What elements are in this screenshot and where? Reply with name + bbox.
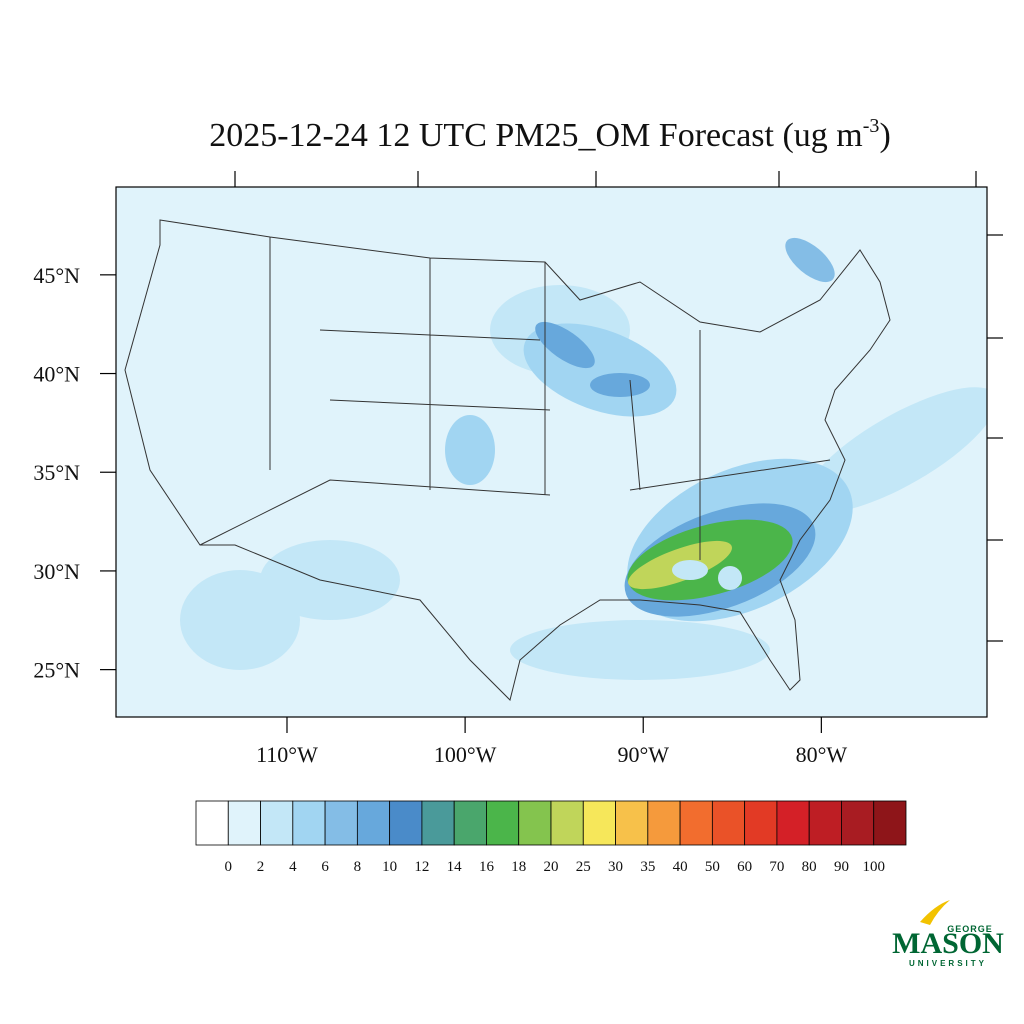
colorbar-label: 10	[382, 859, 397, 875]
colorbar: 0 2 4 6 8 10 12 14 16 18 20 25 30 35 40 50 60 70 80 90 100	[195, 800, 907, 875]
color-swatch	[195, 800, 229, 846]
color-swatch	[647, 800, 681, 846]
title: 2025-12-24 12 UTC PM25_OM Forecast (ug m…	[209, 115, 891, 154]
color-swatch	[679, 800, 713, 846]
color-swatch	[389, 800, 423, 846]
logo-top: GEORGE	[947, 924, 993, 934]
colorbar-label: 35	[640, 859, 655, 875]
colorbar-label: 90	[834, 859, 849, 875]
title-main: 2025-12-24 12 UTC PM25_OM Forecast (ug m	[209, 117, 863, 154]
color-swatch	[615, 800, 649, 846]
colorbar-label: 60	[737, 859, 752, 875]
color-swatch	[744, 800, 778, 846]
color-swatch	[292, 800, 326, 846]
y-tick-label: 30°N	[33, 559, 80, 584]
logo-swoosh	[920, 900, 950, 925]
x-tick-label: 100°W	[434, 742, 497, 767]
colorbar-label: 40	[673, 859, 688, 875]
colorbar-label: 2	[257, 859, 265, 875]
frame-ticks	[234, 171, 1003, 642]
color-swatch	[841, 800, 875, 846]
colorbar-label: 25	[576, 859, 591, 875]
color-swatch	[873, 800, 907, 846]
logo-bottom: UNIVERSITY	[909, 959, 987, 968]
map-area	[115, 171, 1003, 718]
color-swatch	[324, 800, 358, 846]
colorbar-label: 50	[705, 859, 720, 875]
color-swatch	[356, 800, 391, 846]
x-tick-label: 110°W	[256, 742, 318, 767]
color-swatch	[486, 800, 520, 846]
y-tick-label: 35°N	[33, 460, 80, 485]
x-tick-label: 90°W	[617, 742, 669, 767]
color-swatch	[808, 800, 842, 846]
colorbar-label: 80	[802, 859, 817, 875]
color-swatch	[518, 800, 552, 846]
y-tick-label: 45°N	[33, 263, 80, 288]
color-swatch	[582, 800, 616, 846]
title-superscript: -3	[863, 115, 880, 137]
colorbar-label: 30	[608, 859, 623, 875]
colorbar-label: 14	[447, 859, 463, 875]
y-tick-label: 25°N	[33, 658, 80, 683]
coastlines-borders	[124, 219, 891, 701]
color-swatch	[776, 800, 810, 846]
logo: GEORGE MASON UNIVERSITY	[892, 900, 1004, 968]
colorbar-label: 20	[544, 859, 559, 875]
y-tick-label: 40°N	[33, 362, 80, 387]
colorbar-label: 8	[354, 859, 362, 875]
colorbar-label: 100	[862, 859, 885, 875]
color-swatch	[421, 800, 455, 846]
axis-ticks: 45°N 40°N 35°N 30°N 25°N 110°W 100°W 90°W 80°W	[33, 263, 847, 767]
color-swatch	[260, 800, 294, 846]
plumes	[180, 237, 987, 680]
color-swatch	[453, 800, 487, 846]
colorbar-label: 0	[225, 859, 233, 875]
colorbar-label: 70	[769, 859, 784, 875]
colorbar-label: 18	[511, 859, 526, 875]
x-tick-label: 80°W	[796, 742, 848, 767]
color-swatch	[711, 800, 746, 846]
logo-main: MASON	[892, 927, 1004, 960]
colorbar-label: 12	[414, 859, 429, 875]
color-swatch	[550, 800, 584, 846]
color-swatch	[227, 800, 261, 846]
colorbar-label: 6	[321, 859, 329, 875]
colorbar-label: 16	[479, 859, 495, 875]
title-close: )	[879, 117, 890, 154]
colorbar-label: 4	[289, 859, 297, 875]
map-frame	[115, 186, 988, 718]
